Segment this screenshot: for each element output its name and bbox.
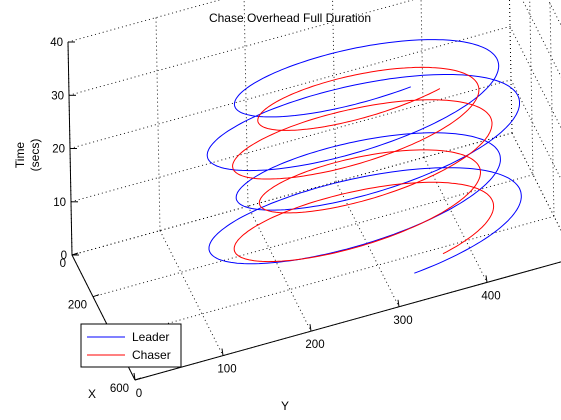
- y-tick-mark: [485, 275, 488, 283]
- chart-title: Chase Overhead Full Duration: [209, 11, 371, 25]
- z-tick-label: 40: [50, 37, 63, 49]
- grid-back-z-line: [67, 0, 222, 43]
- x-tick-mark: [134, 377, 142, 381]
- series-lines: [206, 39, 522, 274]
- grid-floor-y-line: [247, 205, 312, 332]
- y-tick-mark: [221, 348, 224, 356]
- series-line-leader: [206, 39, 522, 274]
- y-tick-mark: [133, 372, 136, 381]
- grid-floor-y-line: [423, 157, 488, 283]
- grid-lines: [67, 0, 561, 381]
- y-tick-label: 300: [393, 315, 412, 327]
- y-tick-label: 0: [136, 388, 142, 400]
- x-tick-label: 600: [110, 383, 129, 395]
- x-tick-label: 0: [60, 258, 66, 270]
- y-axis-line: [134, 261, 561, 381]
- x-axis-label: X: [88, 387, 96, 401]
- series-line-chaser: [232, 66, 495, 263]
- y-tick-label: 200: [305, 339, 324, 351]
- legend: Leader Chaser: [80, 323, 182, 368]
- z-tick-label: 10: [53, 197, 66, 209]
- legend-label-leader: Leader: [132, 330, 169, 344]
- x-tick-mark: [71, 252, 79, 256]
- y-tick-label: 400: [481, 290, 500, 302]
- x-tick-mark: [92, 294, 100, 298]
- z-axis-label-line2: (secs): [28, 139, 42, 172]
- grid-back-z-line: [71, 132, 513, 256]
- x-tick-label: 200: [68, 300, 87, 312]
- grid-floor-y-line: [335, 181, 400, 308]
- grid-floor-y-line: [159, 230, 224, 356]
- legend-box: [80, 323, 182, 368]
- z-tick-label: 30: [51, 90, 64, 102]
- grid-back-z-line: [69, 26, 511, 149]
- y-tick-mark: [397, 299, 400, 307]
- y-tick-mark: [309, 324, 312, 332]
- y-tick-label: 100: [217, 364, 236, 376]
- z-axis-label-line1: Time: [13, 142, 27, 169]
- z-axis-label: Time (secs): [13, 139, 42, 172]
- z-tick-label: 0: [61, 250, 67, 262]
- grid-floor-x-line: [113, 215, 555, 339]
- y-axis-label: Y: [281, 399, 289, 413]
- grid-floor-x-line: [92, 174, 534, 298]
- grid-back-z-line: [68, 0, 415, 96]
- legend-label-chaser: Chaser: [132, 348, 171, 362]
- z-tick-label: 20: [52, 144, 65, 156]
